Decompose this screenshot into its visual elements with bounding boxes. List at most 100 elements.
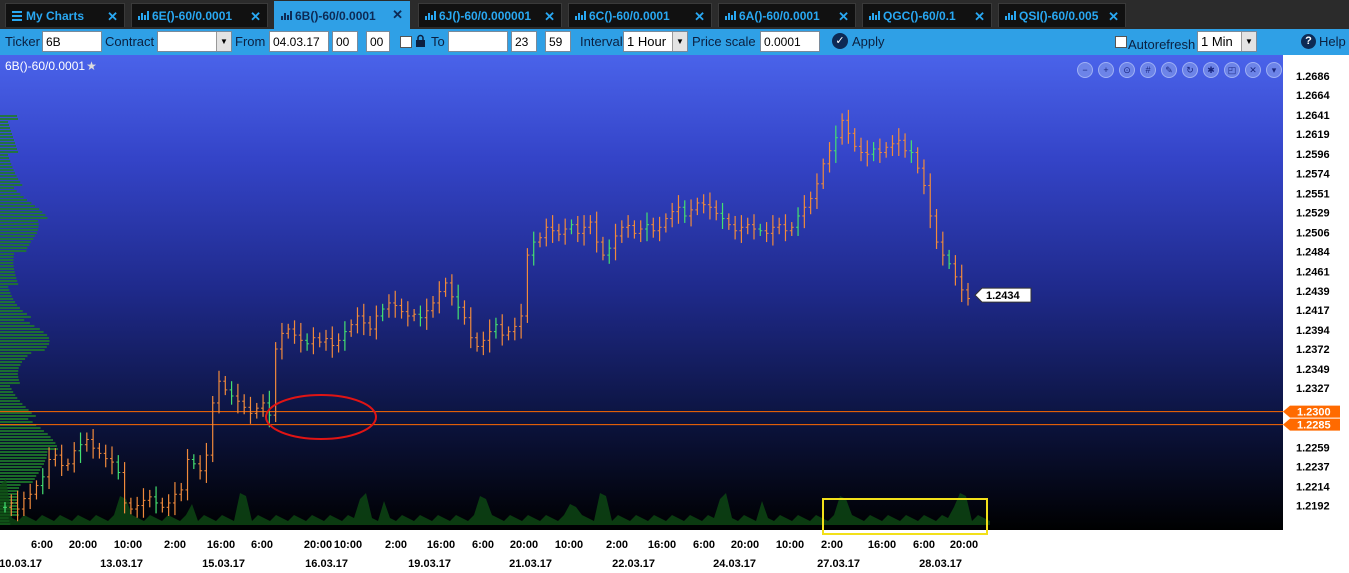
autorefresh-checkbox[interactable] — [1115, 36, 1127, 48]
circle-annotation — [265, 394, 377, 440]
time-tick-label: 20:00 — [69, 539, 97, 551]
to-minute-input[interactable]: 59 — [545, 31, 571, 52]
volume-profile-bar — [0, 205, 35, 207]
close-tab-icon[interactable]: ✕ — [107, 9, 118, 24]
time-tick-label: 20:00 — [950, 539, 978, 551]
level-marker-label: 1.2300 — [1297, 407, 1331, 419]
volume-profile-bar — [0, 259, 14, 261]
zoom-out-icon[interactable]: − — [1077, 62, 1093, 78]
close-tab-icon[interactable]: ✕ — [694, 9, 705, 24]
price-chart[interactable]: 1.2686 1.2664 1.2641 1.2619 1.2596 1.2574 1.25… — [0, 55, 1349, 573]
volume-profile-bar — [0, 199, 27, 201]
chart-canvas: 1.2686 1.2664 1.2641 1.2619 1.2596 1.2574 1.25… — [0, 71, 1340, 570]
volume-profile-bar — [0, 382, 20, 384]
settings-icon[interactable]: ✱ — [1203, 62, 1219, 78]
volume-profile-bar — [0, 115, 18, 117]
close-tab-icon[interactable]: ✕ — [250, 9, 261, 24]
volume-profile-bar — [0, 118, 19, 120]
price-tick-label: 1.2327 — [1296, 383, 1330, 395]
volume-profile-bar — [0, 142, 16, 144]
contract-select[interactable]: ▼ — [157, 31, 232, 52]
pencil-icon[interactable]: ✎ — [1161, 62, 1177, 78]
tab-6j-60-0-000001[interactable]: 6J()-60/0.000001 ✕ — [418, 3, 562, 27]
volume-profile-bar — [0, 151, 19, 153]
tab-label: 6B()-60/0.0001 — [295, 8, 376, 23]
time-axis — [0, 530, 1349, 573]
close-tab-icon[interactable]: ✕ — [544, 9, 555, 24]
volume-profile-bar — [0, 262, 14, 264]
star-icon[interactable]: ★ — [86, 59, 97, 73]
volume-profile-bar — [0, 400, 20, 402]
tab-qsi-60-0-005[interactable]: QSI()-60/0.005 ✕ — [998, 3, 1126, 27]
volume-profile-bar — [0, 346, 47, 348]
time-tick-label: 10:00 — [334, 539, 362, 551]
volume-profile-bar — [0, 160, 11, 162]
price-scale-input[interactable]: 0.0001 — [760, 31, 820, 52]
volume-profile-bar — [0, 433, 48, 435]
price-tick-label: 1.2461 — [1296, 267, 1330, 279]
close-tab-icon[interactable]: ✕ — [1108, 9, 1119, 24]
volume-profile-bar — [0, 340, 50, 342]
contract-label: Contract — [105, 34, 155, 49]
tab-6e-60-0-0001[interactable]: 6E()-60/0.0001 ✕ — [131, 3, 268, 27]
window-icon[interactable]: ◰ — [1224, 62, 1240, 78]
volume-profile-bar — [0, 280, 18, 282]
last-price-label: 1.2434 — [986, 290, 1021, 302]
ticker-input[interactable]: 6B — [42, 31, 102, 52]
zoom-reset-icon[interactable]: ⊙ — [1119, 62, 1135, 78]
tab-qgc-60-0-1[interactable]: QGC()-60/0.1 ✕ — [862, 3, 992, 27]
tab-6c-60-0-0001[interactable]: 6C()-60/0.0001 ✕ — [568, 3, 712, 27]
level-marker — [1283, 405, 1340, 418]
price-tick-label: 1.2237 — [1296, 461, 1330, 473]
level-marker-label: 1.2285 — [1297, 420, 1331, 432]
tab-6a-60-0-0001[interactable]: 6A()-60/0.0001 ✕ — [718, 3, 856, 27]
volume-profile-bar — [0, 322, 30, 324]
volume-profile-bar — [0, 493, 18, 495]
price-tick-label: 1.2372 — [1296, 344, 1330, 356]
volume-profile-bar — [0, 394, 16, 396]
to-hour-input[interactable]: 23 — [511, 31, 537, 52]
dropdown-icon[interactable]: ▾ — [1266, 62, 1282, 78]
time-tick-label: 10:00 — [776, 539, 804, 551]
to-enable-checkbox[interactable] — [400, 36, 412, 48]
volume-profile-bar — [0, 373, 18, 375]
close-tab-icon[interactable]: ✕ — [838, 9, 849, 24]
price-tick-label: 1.2506 — [1296, 227, 1330, 239]
volume-profile-bar — [0, 367, 19, 369]
refresh-icon[interactable]: ↻ — [1182, 62, 1198, 78]
volume-profile-bar — [0, 403, 23, 405]
price-tick-label: 1.2619 — [1296, 129, 1330, 141]
from-minute-input[interactable]: 00 — [366, 31, 390, 52]
volume-profile-bar — [0, 337, 49, 339]
volume-profile-bar — [0, 304, 18, 306]
volume-profile-bar — [0, 244, 30, 246]
time-tick-label: 16:00 — [427, 539, 455, 551]
to-date-input[interactable] — [448, 31, 508, 52]
volume-profile-bar — [0, 265, 14, 267]
from-date-input[interactable]: 04.03.17 — [269, 31, 329, 52]
interval-select-value: 1 Hour — [627, 34, 667, 49]
chart-controls: − + ⊙ # ✎ ↻ ✱ ◰ ✕ ▾ — [1077, 62, 1282, 78]
from-label: From — [235, 34, 266, 49]
time-tick-label: 6:00 — [913, 539, 935, 551]
help-button[interactable]: Help — [1319, 34, 1346, 49]
help-icon[interactable]: ? — [1301, 34, 1316, 49]
autorefresh-select[interactable]: 1 Min ▼ — [1197, 31, 1257, 52]
date-tick-label: 15.03.17 — [202, 558, 245, 570]
check-icon[interactable]: ✓ — [832, 33, 848, 49]
bar-chart-icon — [281, 11, 292, 20]
zoom-in-icon[interactable]: + — [1098, 62, 1114, 78]
volume-profile-bar — [0, 319, 25, 321]
close-tab-icon[interactable]: ✕ — [392, 7, 403, 22]
grid-icon[interactable]: # — [1140, 62, 1156, 78]
volume-profile-bar — [0, 436, 51, 438]
from-hour-input[interactable]: 00 — [332, 31, 358, 52]
close-icon[interactable]: ✕ — [1245, 62, 1261, 78]
apply-button[interactable]: Apply — [852, 34, 885, 49]
interval-select[interactable]: 1 Hour ▼ — [623, 31, 688, 52]
close-tab-icon[interactable]: ✕ — [974, 9, 985, 24]
tab-my-charts[interactable]: My Charts ✕ — [5, 3, 125, 27]
volume-profile-bar — [0, 355, 28, 357]
volume-profile-bar — [0, 481, 33, 483]
tab-6b-60-0-0001[interactable]: 6B()-60/0.0001 ✕ — [274, 1, 410, 29]
